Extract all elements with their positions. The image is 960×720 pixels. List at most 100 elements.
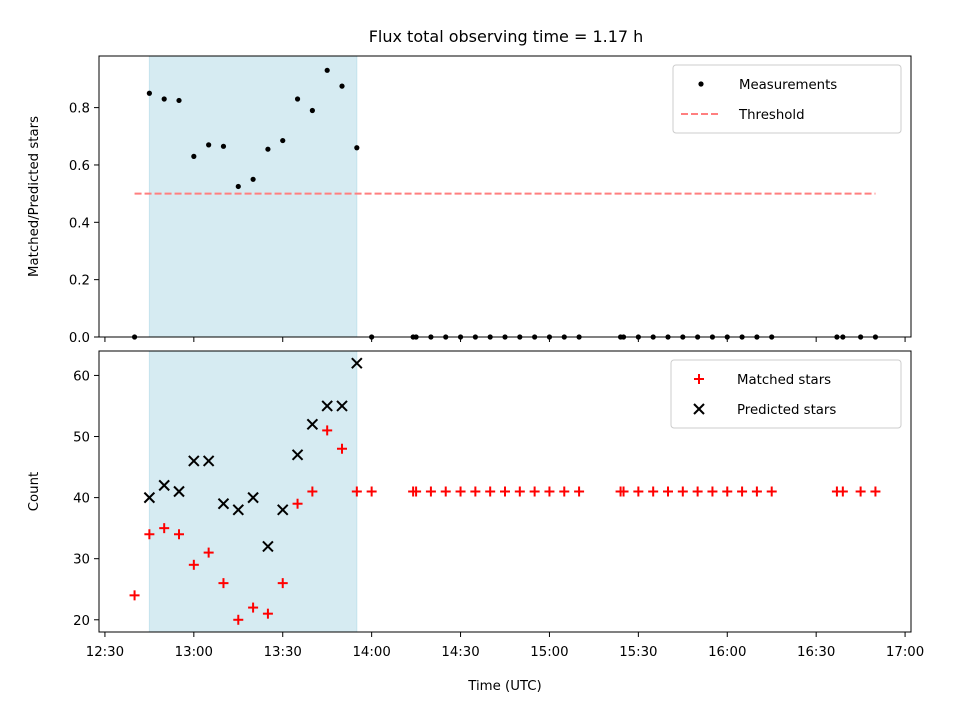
matched-star-marker [766, 486, 777, 497]
x-tick-label: 14:00 [352, 645, 390, 660]
legend-label: Matched stars [737, 373, 831, 388]
matched-star-marker [233, 614, 244, 625]
predicted-star-marker [247, 491, 259, 504]
observing-window-band [148, 350, 358, 633]
measurement-point [354, 145, 360, 151]
matched-star-marker [722, 486, 733, 497]
matched-star-marker [574, 486, 585, 497]
y-tick-label: 30 [73, 553, 90, 568]
matched-star-marker [692, 486, 703, 497]
matched-star-marker [440, 486, 451, 497]
legend-marker-measurements [698, 81, 704, 87]
matched-star-marker [559, 486, 570, 497]
y-tick-label: 0.2 [69, 274, 90, 289]
matched-star-marker [514, 486, 525, 497]
matched-star-marker [544, 486, 555, 497]
matched-star-marker [174, 529, 185, 540]
predicted-star-marker [232, 504, 244, 516]
matched-star-marker [648, 486, 659, 497]
measurement-point [176, 97, 182, 104]
legend-box [670, 359, 902, 429]
matched-star-marker [737, 486, 748, 497]
y-tick-label: 0.0 [69, 331, 90, 346]
predicted-star-marker [306, 418, 319, 431]
axes-frame [98, 55, 912, 338]
predicted-star-marker [351, 357, 363, 369]
star-count-panel: 20 30 40 50 60 12:30 13:00 13:30 14:00 14:30 15:00… [27, 350, 924, 694]
matched-star-marker [618, 486, 629, 497]
legend-label: Threshold [738, 108, 805, 123]
matched-star-marker [159, 523, 170, 534]
matched-star-marker [855, 486, 866, 497]
matched-star-marker [662, 486, 673, 497]
matched-star-marker [307, 486, 318, 497]
y-tick-label: 20 [73, 614, 90, 629]
predicted-star-marker [188, 455, 200, 467]
predicted-star-marker [321, 400, 333, 412]
matched-star-marker [277, 578, 288, 589]
measurement-point [220, 143, 227, 149]
matched-star-marker [188, 559, 199, 570]
matched-star-marker [633, 486, 644, 497]
legend-label: Predicted stars [737, 403, 836, 418]
matched-star-marker [144, 529, 155, 540]
matched-star-marker [529, 486, 540, 497]
x-tick-label: 13:00 [175, 645, 213, 660]
observing-window-band [148, 55, 358, 338]
x-tick-label: 17:00 [886, 645, 924, 660]
y-tick-label: 50 [73, 431, 90, 446]
matched-star-marker [351, 486, 362, 497]
legend: Matched stars Predicted stars [670, 359, 902, 429]
y-tick-label: 0.4 [69, 216, 90, 231]
measurement-point [191, 153, 197, 159]
predicted-star-marker [262, 540, 274, 553]
y-axis-label: Count [27, 472, 42, 512]
predicted-star-marker [277, 504, 289, 516]
matched-star-marker [751, 486, 762, 497]
measurement-point [235, 183, 241, 190]
legend-marker-matched-stars [694, 374, 704, 384]
matched-star-marker [870, 486, 881, 497]
matched-star-marker [292, 498, 303, 509]
measurement-point [206, 142, 212, 148]
matched-star-marker [248, 602, 259, 613]
matched-star-marker [707, 486, 718, 497]
matched-star-marker [677, 486, 688, 497]
x-tick-label: 15:30 [619, 645, 657, 660]
x-tick-label: 13:30 [264, 645, 302, 660]
matched-star-marker [470, 486, 481, 497]
matched-star-marker [262, 608, 273, 619]
predicted-star-marker [143, 491, 156, 504]
matched-star-marker [837, 486, 848, 497]
legend-box [672, 64, 902, 134]
predicted-star-marker [158, 479, 170, 492]
predicted-star-marker [202, 455, 215, 467]
y-tick-label: 0.6 [69, 159, 90, 174]
measurement-point [146, 90, 152, 96]
x-tick-label: 16:00 [708, 645, 746, 660]
matched-star-marker [455, 486, 466, 497]
matched-ratio-panel: 0.0 0.2 0.4 0.6 0.8 Matched/Predicted stars Me… [27, 55, 912, 346]
y-tick-label: 0.8 [69, 102, 90, 117]
x-tick-label: 15:00 [530, 645, 568, 660]
legend-marker-predicted-stars [693, 403, 705, 415]
measurement-point [265, 146, 271, 152]
axes-frame [98, 350, 912, 633]
matched-star-marker [203, 547, 214, 558]
predicted-star-marker [217, 498, 230, 510]
figure-title: Flux total observing time = 1.17 h [369, 27, 644, 46]
matched-star-marker [129, 590, 140, 601]
matched-star-marker [500, 486, 510, 497]
measurement-point [294, 96, 301, 102]
matched-star-marker [411, 486, 422, 497]
predicted-star-marker [173, 485, 185, 498]
matched-star-marker [337, 443, 348, 454]
legend-label: Measurements [739, 78, 837, 93]
y-axis-label: Matched/Predicted stars [27, 116, 42, 277]
legend: Measurements Threshold [672, 64, 902, 134]
measurement-point [309, 107, 315, 114]
measurement-point [161, 96, 167, 102]
x-tick-label: 12:30 [86, 645, 124, 660]
x-axis-label: Time (UTC) [467, 679, 542, 694]
